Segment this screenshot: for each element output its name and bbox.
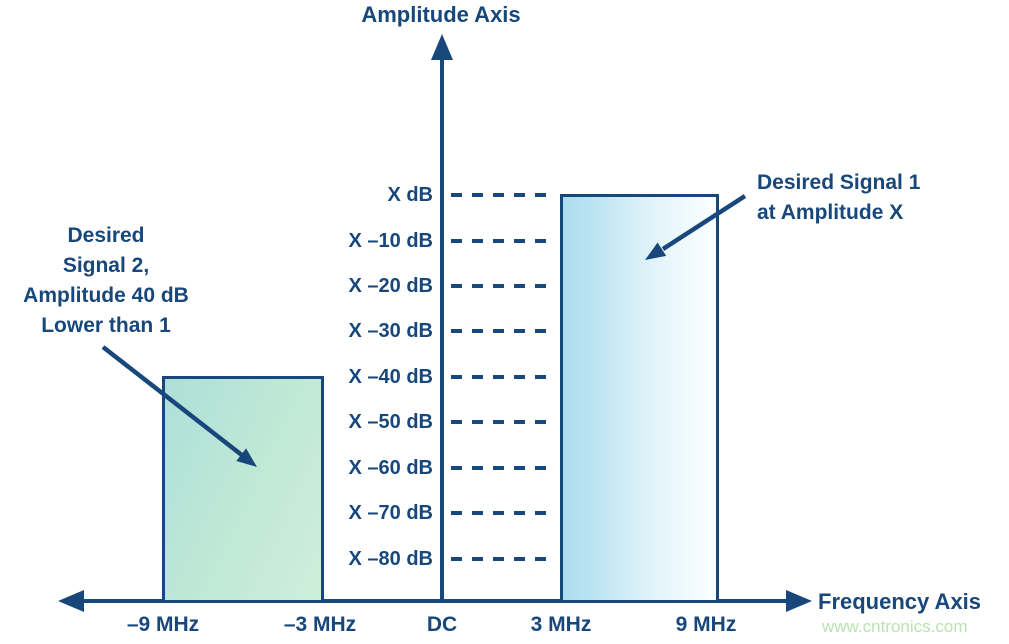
amplitude-level-label: X –70 dB xyxy=(348,502,433,524)
amplitude-level-label: X –20 dB xyxy=(348,275,433,297)
amplitude-level-label: X dB xyxy=(387,184,433,206)
amplitude-level-label: X –10 dB xyxy=(348,230,433,252)
signal1-annotation-line: Desired Signal 1 xyxy=(757,171,921,194)
amplitude-level-label: X –80 dB xyxy=(348,548,433,570)
frequency-axis-left-arrowhead-icon xyxy=(58,590,84,612)
amplitude-axis-title: Amplitude Axis xyxy=(361,2,521,27)
signal2-annotation-line: Amplitude 40 dB xyxy=(23,284,189,307)
amplitude-level-dashes xyxy=(451,375,552,379)
watermark-text: www.cntronics.com xyxy=(822,617,968,636)
amplitude-level-dashes xyxy=(451,420,552,424)
amplitude-level-label: X –30 dB xyxy=(348,320,433,342)
frequency-axis-title: Frequency Axis xyxy=(818,589,982,614)
signal2-annotation-line: Desired xyxy=(67,224,145,247)
amplitude-axis-line xyxy=(440,56,444,603)
frequency-tick-label: –9 MHz xyxy=(126,613,200,636)
frequency-tick-label: 3 MHz xyxy=(530,613,592,636)
signal2-annotation: Desired Signal 2, Amplitude 40 dB Lower … xyxy=(6,221,206,341)
amplitude-level-dashes xyxy=(451,557,552,561)
amplitude-level-dashes xyxy=(451,284,552,288)
amplitude-level-dashes xyxy=(451,511,552,515)
frequency-tick-label: DC xyxy=(426,613,458,636)
amplitude-level-label: X –60 dB xyxy=(348,457,433,479)
amplitude-level-dashes xyxy=(451,239,552,243)
frequency-tick-label: –3 MHz xyxy=(283,613,357,636)
signal2-annotation-line: Lower than 1 xyxy=(41,314,171,337)
signal1-annotation: Desired Signal 1 at Amplitude X xyxy=(757,168,920,228)
amplitude-axis-arrowhead-icon xyxy=(431,34,453,60)
signal1-annotation-line: at Amplitude X xyxy=(757,201,904,224)
signal1-bar xyxy=(560,194,719,603)
frequency-axis-right-arrowhead-icon xyxy=(786,590,812,612)
amplitude-level-label: X –40 dB xyxy=(348,366,433,388)
frequency-tick-label: 9 MHz xyxy=(675,613,737,636)
amplitude-level-dashes xyxy=(451,466,552,470)
amplitude-level-dashes xyxy=(451,193,552,197)
amplitude-level-dashes xyxy=(451,329,552,333)
signal2-annotation-line: Signal 2, xyxy=(62,254,150,277)
frequency-axis-line xyxy=(76,599,790,603)
amplitude-level-label: X –50 dB xyxy=(348,411,433,433)
